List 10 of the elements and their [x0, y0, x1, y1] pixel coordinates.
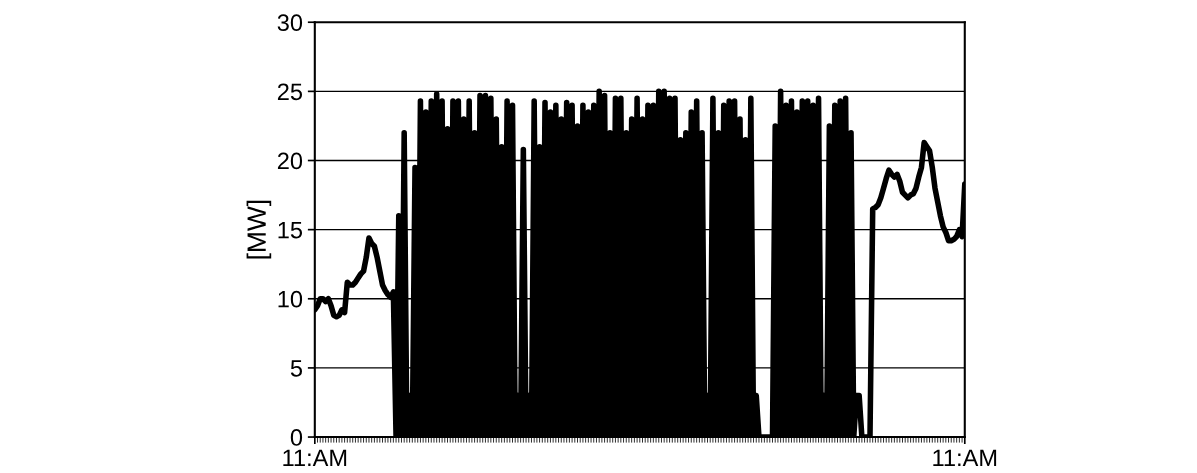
y-tick-label: 30 — [277, 14, 303, 32]
x-tick-label: 11:AM — [283, 449, 347, 466]
y-tick-label: 5 — [290, 360, 303, 377]
y-tick-label: 0 — [290, 429, 303, 446]
y-tick-label: 25 — [277, 83, 303, 101]
y-tick-label: 20 — [277, 152, 303, 170]
y-tick-label: 10 — [278, 290, 303, 308]
y-tick-label: 15 — [278, 221, 303, 239]
y-axis-title: [MW] — [246, 200, 272, 259]
x-tick-label: 11:AM — [933, 449, 997, 466]
